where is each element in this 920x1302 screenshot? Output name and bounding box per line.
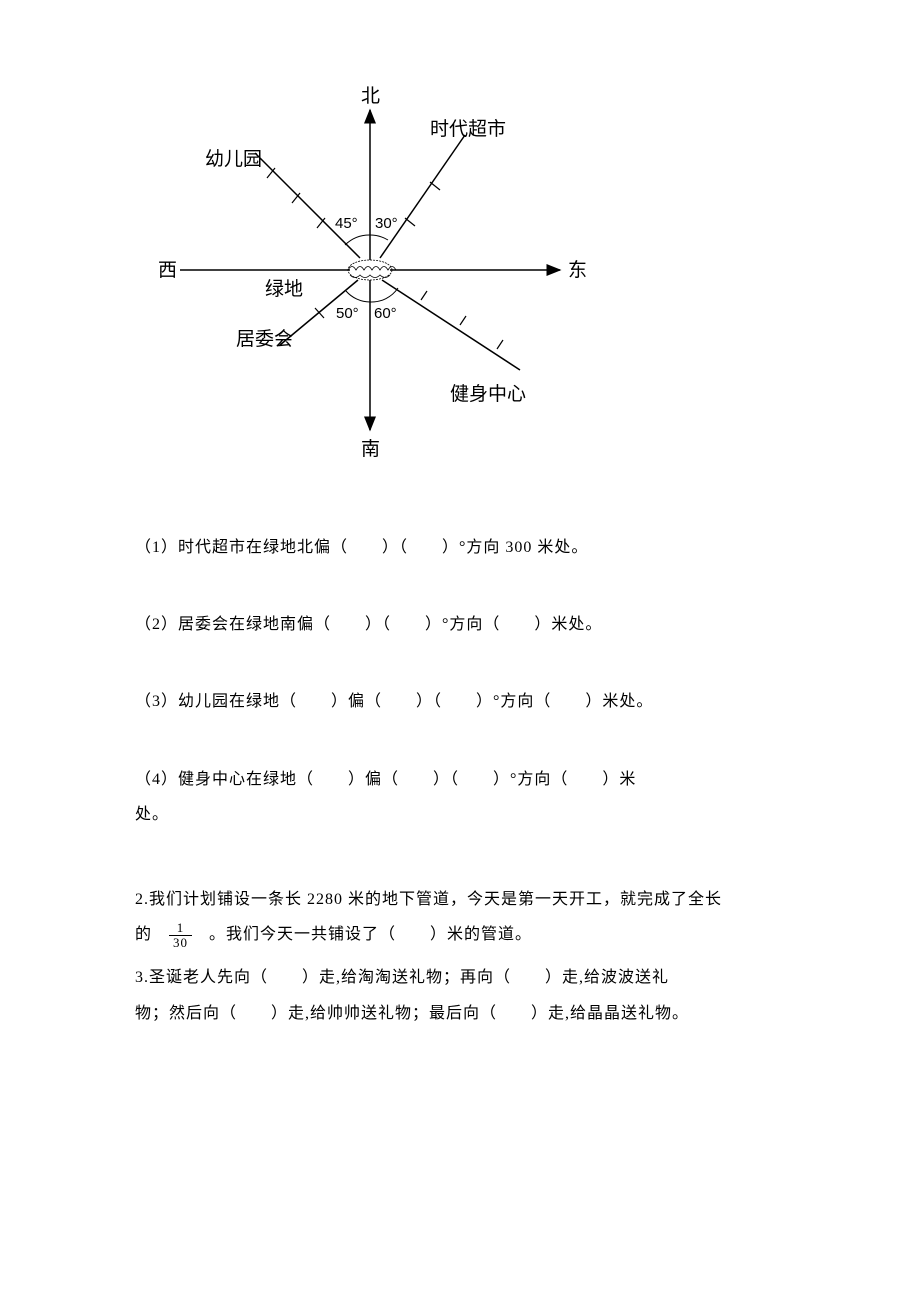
q2b-pre: 的 <box>135 926 152 943</box>
label-west: 西 <box>158 260 177 281</box>
label-se: 健身中心 <box>450 383 526 405</box>
label-center: 绿地 <box>265 278 303 300</box>
angle-nw: 45° <box>335 215 358 232</box>
fraction-den: 30 <box>169 936 192 950</box>
diagram-svg: 北 南 东 西 绿地 幼儿园 时代超市 居委会 健身中心 45° 30° 50°… <box>130 80 630 460</box>
ray-ne <box>380 135 465 258</box>
question-3: 3.圣诞老人先向（ ）走,给淘淘送礼物；再向（ ）走,给波波送礼 物；然后向（ … <box>135 960 795 1030</box>
question-2b: 的 1 30 。我们今天一共铺设了（ ）米的管道。 <box>135 917 795 952</box>
questions-block: （1）时代超市在绿地北偏（ ）（ ）°方向 300 米处。 （2）居委会在绿地南… <box>135 530 795 1031</box>
angle-sw: 50° <box>336 305 359 322</box>
ray-nw <box>255 153 360 258</box>
question-2a: 2.我们计划铺设一条长 2280 米的地下管道，今天是第一天开工，就完成了全长 <box>135 882 795 917</box>
fraction-num: 1 <box>169 921 192 936</box>
label-sw: 居委会 <box>236 328 293 350</box>
ray-se <box>382 280 520 370</box>
angle-ne: 30° <box>375 215 398 232</box>
label-nw: 幼儿园 <box>205 148 262 170</box>
arc-se <box>370 288 398 302</box>
ticks-nw <box>267 168 325 228</box>
arc-nw <box>345 235 370 245</box>
angle-se: 60° <box>374 305 397 322</box>
label-north: 北 <box>361 85 380 107</box>
q2b-post: 。我们今天一共铺设了（ ）米的管道。 <box>209 926 532 943</box>
label-south: 南 <box>361 438 380 460</box>
ticks-se <box>421 291 503 349</box>
question-1-2: （2）居委会在绿地南偏（ ）（ ）°方向（ ）米处。 <box>135 607 795 642</box>
question-3a: 3.圣诞老人先向（ ）走,给淘淘送礼物；再向（ ）走,给波波送礼 <box>135 960 795 995</box>
label-east: 东 <box>568 259 587 281</box>
question-1-1: （1）时代超市在绿地北偏（ ）（ ）°方向 300 米处。 <box>135 530 795 565</box>
arc-sw <box>346 291 370 302</box>
ticks-ne <box>405 182 440 226</box>
question-2: 2.我们计划铺设一条长 2280 米的地下管道，今天是第一天开工，就完成了全长 … <box>135 882 795 952</box>
compass-diagram: 北 南 东 西 绿地 幼儿园 时代超市 居委会 健身中心 45° 30° 50°… <box>130 80 630 460</box>
center-decoration <box>348 260 396 280</box>
label-ne: 时代超市 <box>430 118 506 140</box>
arc-ne <box>370 235 388 240</box>
question-1-4b: 处。 <box>135 797 795 832</box>
question-1-4a: （4）健身中心在绿地（ ）偏（ ）（ ）°方向（ ）米 <box>135 762 795 797</box>
fraction-1-30: 1 30 <box>169 921 192 951</box>
question-3b: 物；然后向（ ）走,给帅帅送礼物；最后向（ ）走,给晶晶送礼物。 <box>135 996 795 1031</box>
question-1-3: （3）幼儿园在绿地（ ）偏（ ）（ ）°方向（ ）米处。 <box>135 684 795 719</box>
